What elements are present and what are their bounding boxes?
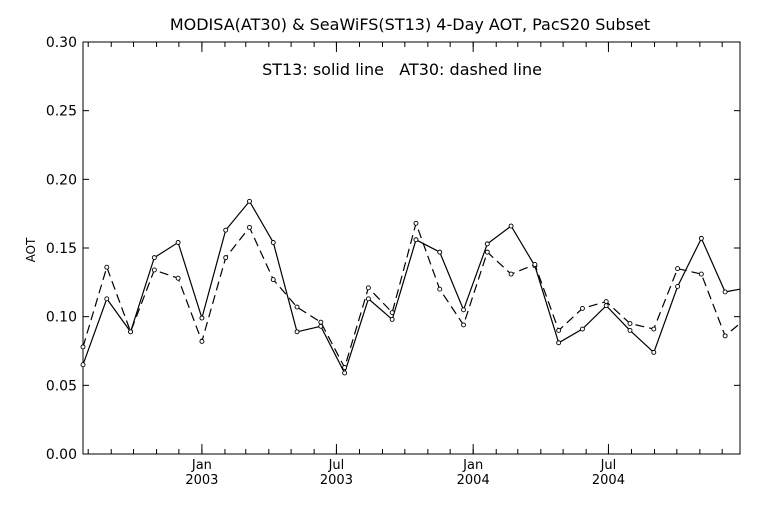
x-tick-year: 2003	[320, 473, 353, 488]
data-point-solid	[365, 296, 371, 302]
data-point-solid	[223, 227, 229, 233]
data-point-solid	[579, 326, 585, 332]
y-tick-label: 0.25	[46, 104, 77, 120]
data-point-solid	[556, 340, 562, 346]
x-tick-month: Jan	[462, 458, 483, 473]
data-point-dashed	[437, 286, 443, 292]
data-point-solid	[484, 241, 490, 247]
x-tick-year: 2004	[457, 473, 490, 488]
x-tick-month: Jul	[328, 458, 345, 473]
data-point-dashed	[270, 277, 276, 283]
data-point-solid	[151, 255, 157, 261]
data-point-dashed	[532, 262, 538, 267]
data-point-solid	[651, 349, 657, 355]
data-point-dashed	[223, 255, 229, 261]
data-point-solid	[199, 315, 205, 321]
data-point-solid	[675, 284, 681, 289]
data-point-solid	[437, 249, 443, 255]
y-tick-label: 0.15	[46, 241, 77, 257]
data-point-dashed	[104, 264, 110, 270]
data-point-solid	[270, 240, 276, 245]
data-point-dashed	[247, 224, 252, 230]
data-point-solid	[80, 362, 86, 368]
data-point-solid	[389, 316, 395, 322]
axes: 0.000.050.100.150.200.250.30Jan2003Jul20…	[46, 35, 740, 488]
x-tick-year: 2004	[592, 473, 625, 488]
data-point-dashed	[175, 275, 181, 281]
x-tick-month: Jul	[600, 458, 617, 473]
x-tick-year: 2003	[185, 473, 218, 488]
data-point-solid	[342, 370, 348, 376]
data-point-dashed	[318, 319, 324, 325]
data-point-solid	[247, 198, 252, 204]
data-point-solid	[508, 223, 514, 229]
y-tick-label: 0.10	[46, 310, 77, 326]
data-point-solid	[294, 329, 300, 335]
data-point-dashed	[389, 310, 395, 315]
data-point-dashed	[413, 220, 419, 226]
data-point-dashed	[484, 249, 490, 255]
data-point-dashed	[651, 326, 657, 332]
data-point-solid	[722, 289, 728, 295]
data-point-dashed	[365, 285, 371, 291]
data-point-dashed	[342, 365, 348, 370]
data-point-solid	[603, 303, 609, 309]
data-point-dashed	[675, 266, 681, 272]
chart-title: MODISA(AT30) & SeaWiFS(ST13) 4-Day AOT, …	[170, 15, 650, 34]
y-tick-label: 0.20	[46, 172, 77, 188]
y-axis-label: AOT	[24, 237, 38, 262]
data-point-dashed	[199, 338, 205, 344]
data-point-dashed	[603, 299, 609, 305]
series-group	[80, 198, 741, 376]
data-point-solid	[627, 327, 633, 333]
data-point-solid	[104, 296, 110, 302]
data-point-dashed	[579, 305, 585, 311]
data-point-dashed	[698, 271, 704, 277]
data-point-dashed	[722, 333, 728, 339]
chart-legend-note: ST13: solid line AT30: dashed line	[262, 60, 542, 79]
data-point-dashed	[627, 321, 633, 326]
y-tick-label: 0.30	[46, 35, 77, 51]
data-point-dashed	[151, 267, 157, 273]
data-point-dashed	[461, 322, 466, 328]
data-point-dashed	[128, 329, 134, 335]
data-point-solid	[175, 240, 181, 245]
x-tick-month: Jan	[191, 458, 212, 473]
plot-frame	[82, 41, 741, 455]
data-point-dashed	[294, 304, 300, 310]
data-point-solid	[461, 307, 466, 313]
data-point-solid	[413, 237, 419, 243]
y-tick-label: 0.00	[46, 447, 77, 463]
data-point-dashed	[80, 344, 86, 350]
y-tick-label: 0.05	[46, 378, 77, 394]
data-point-solid	[698, 235, 704, 241]
series-line-dashed	[82, 221, 741, 370]
data-point-dashed	[556, 327, 562, 333]
data-point-dashed	[508, 271, 514, 277]
